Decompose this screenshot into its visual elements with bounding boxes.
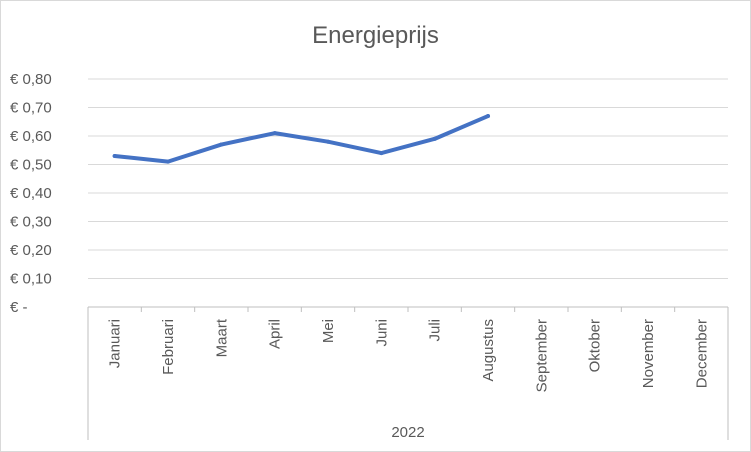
x-tick-label: April — [267, 319, 284, 349]
x-tick-label: Januari — [107, 319, 124, 368]
data-point — [166, 159, 170, 164]
y-tick-label: € 0,60 — [10, 128, 52, 145]
x-tick-label: November — [640, 319, 657, 388]
y-tick-label: € 0,70 — [10, 100, 52, 117]
data-point — [379, 151, 384, 156]
chart-title: Energieprijs — [312, 22, 439, 49]
y-tick-label: € 0,10 — [10, 271, 52, 288]
data-point — [326, 139, 330, 144]
series-line — [112, 114, 490, 164]
data-point — [432, 136, 437, 141]
x-tick-label: December — [693, 319, 710, 388]
y-tick-label: € - — [10, 299, 28, 316]
x-tick-label: Juli — [427, 319, 444, 342]
y-tick-label: € 0,30 — [10, 214, 52, 231]
x-tick-label: Maart — [213, 318, 230, 357]
x-tick-label: Februari — [160, 319, 177, 375]
y-tick-label: € 0,40 — [10, 185, 52, 202]
x-tick-label: Augustus — [480, 319, 497, 382]
x-group-label: 2022 — [391, 424, 424, 441]
data-point — [486, 114, 490, 119]
data-point — [112, 153, 117, 158]
x-tick-label: Juni — [373, 319, 390, 347]
data-point — [272, 131, 277, 136]
data-point — [219, 142, 224, 147]
y-tick-label: € 0,20 — [10, 242, 52, 259]
x-tick-label: Mei — [320, 319, 337, 343]
y-tick-label: € 0,80 — [10, 71, 52, 88]
y-tick-label: € 0,50 — [10, 157, 52, 174]
x-tick-label: Oktober — [587, 319, 604, 372]
x-tick-label: September — [533, 319, 550, 392]
